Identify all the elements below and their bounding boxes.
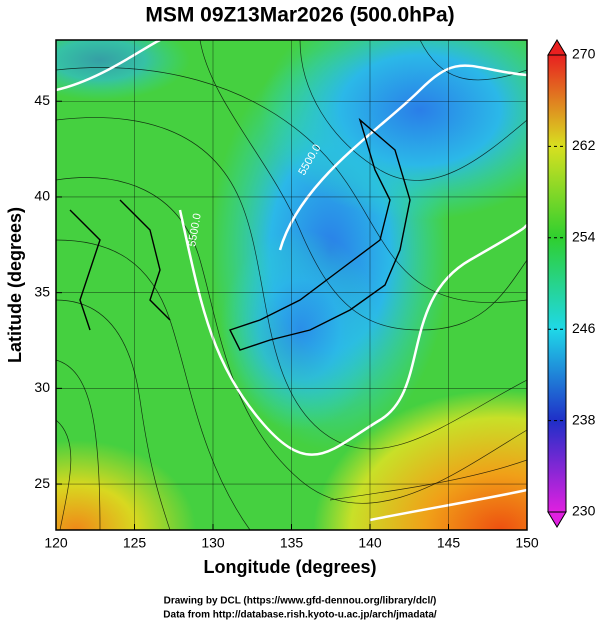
y-axis-label: Latitude (degrees)	[5, 207, 25, 363]
colorbar-tick-label: 254	[572, 229, 596, 245]
y-tick-label: 35	[34, 283, 50, 299]
y-tick-label: 30	[34, 379, 50, 395]
x-tick-label: 150	[515, 535, 539, 551]
colorbar-tick-label: 246	[572, 320, 596, 336]
x-tick-label: 140	[358, 535, 382, 551]
x-tick-label: 145	[437, 535, 461, 551]
footer: Drawing by DCL (https://www.gfd-dennou.o…	[164, 596, 437, 607]
y-tick-label: 40	[34, 188, 50, 204]
chart-title: MSM 09Z13Mar2026 (500.0hPa)	[145, 4, 454, 27]
colorbar-tick-label: 270	[572, 46, 596, 62]
y-tick-label: 45	[34, 92, 50, 108]
colorbar-under	[547, 511, 567, 528]
contour-label: 5500.0	[186, 212, 204, 247]
field	[56, 40, 527, 530]
x-tick-label: 135	[280, 535, 304, 551]
colorbar	[547, 54, 567, 513]
footer: Data from http://database.rish.kyoto-u.a…	[163, 610, 437, 621]
colorbar-tick-label: 262	[572, 137, 596, 153]
x-axis-label: Longitude (degrees)	[203, 557, 376, 577]
x-tick-label: 125	[123, 535, 147, 551]
colorbar-tick-label: 238	[572, 411, 596, 427]
colorbar-over	[547, 39, 567, 56]
colorbar-tick-label: 230	[572, 503, 596, 519]
x-tick-label: 130	[201, 535, 225, 551]
y-tick-label: 25	[34, 475, 50, 491]
x-tick-label: 120	[44, 535, 68, 551]
